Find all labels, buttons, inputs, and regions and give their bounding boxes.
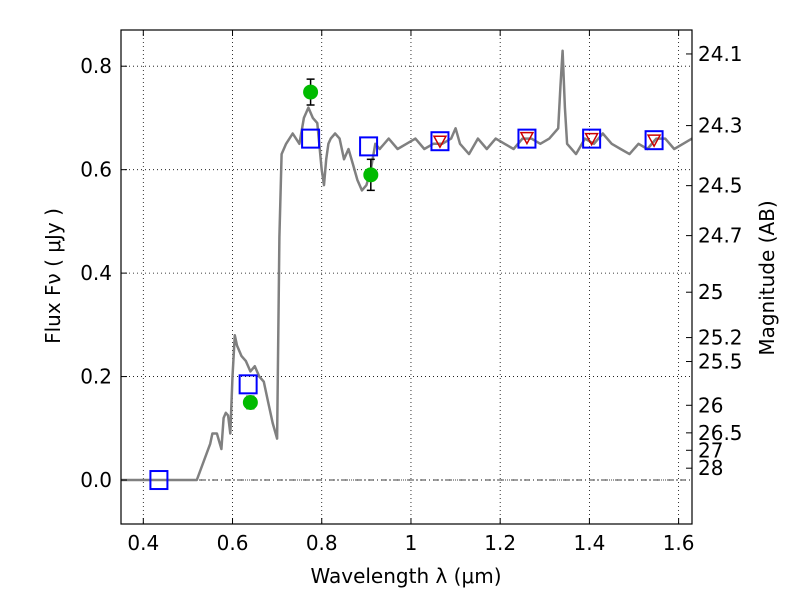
magnitude-tick-label: 28 — [698, 456, 723, 480]
model-photometry-square — [430, 131, 450, 152]
axis-ticks: 0.4 0.6 0.8 1 1.2 1.4 1.6 0.0 0.2 0.4 0.6 0.8 24.1 24… — [80, 30, 743, 555]
y-axis-label-left: Flux Fν ( μJy ) — [41, 208, 65, 344]
x-tick-label: 0.4 — [127, 531, 159, 555]
plot-frame — [120, 29, 693, 525]
x-tick-label: 1.6 — [663, 531, 695, 555]
magnitude-tick-label: 26 — [698, 393, 723, 417]
magnitude-tick-label: 24.5 — [698, 174, 743, 198]
magnitude-tick-label: 27 — [698, 438, 723, 462]
observed-flux-point — [303, 84, 319, 100]
upper-limit-triangle — [432, 135, 448, 149]
model-spectrum-line — [121, 49, 693, 482]
model-photometry-square — [238, 374, 258, 395]
y-axis-label-right: Magnitude (AB) — [755, 200, 779, 355]
x-tick-label: 0.8 — [306, 531, 338, 555]
magnitude-tick-label: 24.3 — [698, 114, 743, 138]
magnitude-tick-label: 24.7 — [698, 224, 743, 248]
magnitude-tick-label: 25.2 — [698, 326, 743, 350]
photometry-markers — [149, 78, 664, 491]
model-photometry-square — [149, 470, 169, 491]
y-tick-label: 0.0 — [80, 468, 112, 492]
upper-limit-triangle — [646, 134, 662, 148]
model-spectrum — [121, 49, 693, 482]
y-tick-label: 0.8 — [80, 54, 112, 78]
model-photometry-square — [644, 130, 664, 151]
x-tick-label: 1.2 — [484, 531, 516, 555]
x-tick-label: 1.4 — [573, 531, 605, 555]
model-photometry-square — [301, 128, 321, 149]
y-tick-label: 0.2 — [80, 365, 112, 389]
observed-flux-point — [242, 394, 258, 410]
magnitude-tick-label: 25 — [698, 280, 723, 304]
y-tick-label: 0.6 — [80, 158, 112, 182]
magnitude-tick-label: 24.1 — [698, 42, 743, 66]
model-photometry-square — [582, 128, 602, 149]
observed-flux-point — [363, 167, 379, 183]
x-axis-label: Wavelength λ (μm) — [310, 564, 501, 588]
upper-limit-triangle — [584, 132, 599, 147]
magnitude-tick-label: 25.5 — [698, 350, 743, 374]
x-tick-label: 0.6 — [217, 531, 249, 555]
magnitude-tick-label: 26.5 — [698, 421, 743, 445]
y-tick-label: 0.4 — [80, 261, 112, 285]
upper-limit-triangle — [519, 131, 535, 146]
x-tick-label: 1 — [405, 531, 418, 555]
model-photometry-square — [517, 128, 537, 149]
model-photometry-square — [359, 136, 379, 157]
